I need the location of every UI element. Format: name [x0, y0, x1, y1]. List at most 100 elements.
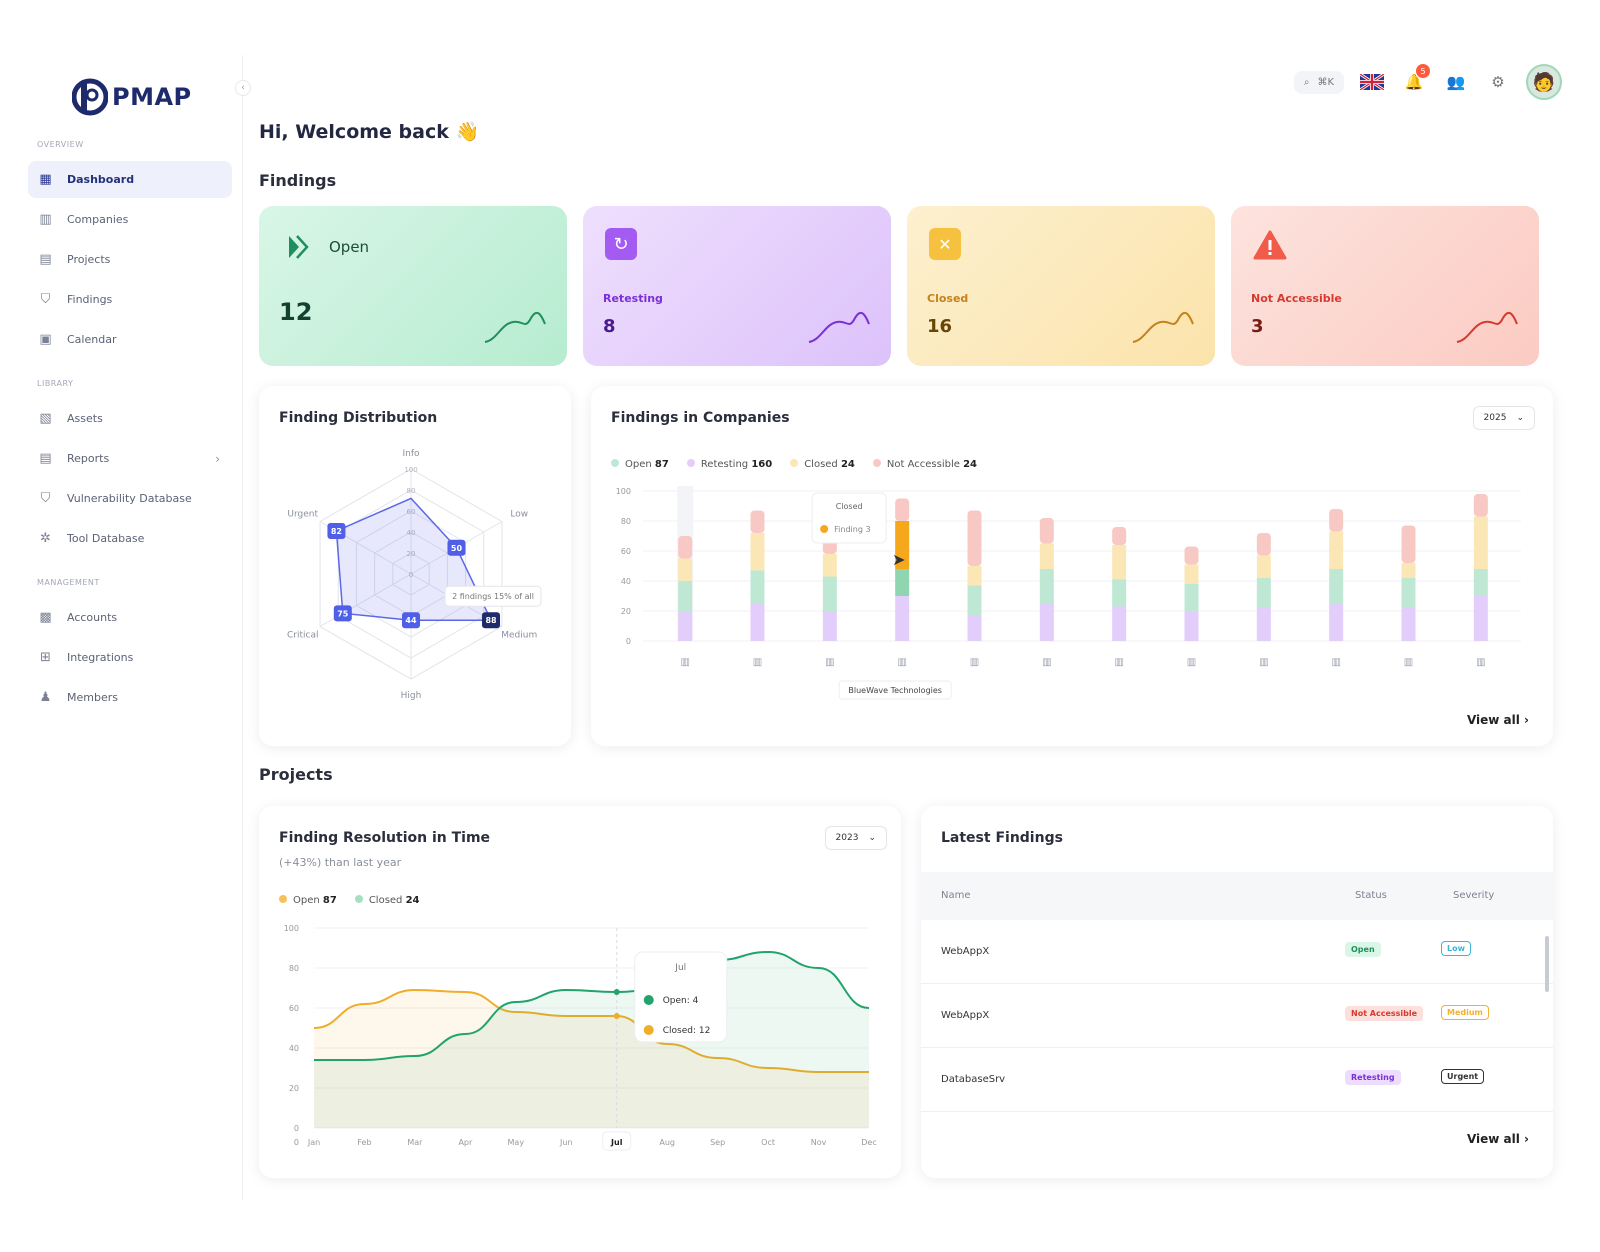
legend-item[interactable]: Closed 24: [354, 895, 420, 906]
finding-name: WebAppX: [941, 1010, 990, 1021]
findings-card-retesting[interactable]: ↻ Retesting 8: [583, 206, 891, 366]
findings-card-closed[interactable]: ✕ Closed 16: [907, 206, 1215, 366]
sidebar-item-label: Companies: [67, 213, 129, 226]
bar-segment: [1256, 608, 1271, 641]
sidebar-item-tool-database[interactable]: ✲ Tool Database: [28, 520, 232, 557]
sparkline-open: [484, 311, 546, 343]
sidebar-item-integrations[interactable]: ⊞ Integrations: [28, 639, 232, 676]
legend-item[interactable]: Not Accessible 24: [872, 459, 977, 470]
legend-dot: [686, 459, 695, 467]
column-status[interactable]: Status: [1355, 890, 1387, 901]
legend-label: Retesting: [700, 459, 752, 470]
bar-segment: [967, 510, 982, 566]
y-tick-label: 100: [284, 924, 299, 933]
logo[interactable]: PMAP: [72, 77, 192, 117]
sidebar-item-accounts[interactable]: ▩ Accounts: [28, 599, 232, 636]
bar-segment: [1473, 569, 1488, 596]
uk-flag-icon: [1360, 74, 1384, 90]
companies-legend: Open 87 Retesting 160 Closed 24 Not Accessi…: [611, 459, 977, 470]
sidebar-item-reports[interactable]: ▤ Reports ›: [28, 440, 232, 477]
year-select[interactable]: 2023 ⌄: [824, 826, 887, 850]
bar-segment: [1039, 518, 1054, 544]
radar-tick-label: 80: [407, 487, 416, 495]
bar-segment: [967, 615, 982, 641]
line-tooltip-open: Open: 4: [663, 996, 699, 1006]
bar-segment: [895, 498, 910, 521]
collapse-sidebar-button[interactable]: ‹: [235, 80, 251, 96]
year-select[interactable]: 2025 ⌄: [1472, 406, 1535, 430]
sidebar-item-label: Calendar: [67, 333, 117, 346]
table-row[interactable]: WebAppX Not Accessible Medium: [921, 984, 1553, 1048]
legend-dot: [790, 459, 799, 467]
company-icon: ▥: [970, 657, 979, 668]
plug-icon: ⊞: [40, 650, 51, 665]
legend-label: Closed: [368, 895, 406, 906]
view-all-findings-link[interactable]: View all ›: [1466, 1132, 1529, 1146]
x-tick-label: Nov: [811, 1138, 827, 1147]
sidebar-item-dashboard[interactable]: ▦ Dashboard: [28, 161, 232, 198]
findings-card-not-accessible[interactable]: Not Accessible 3: [1231, 206, 1539, 366]
contacts-button[interactable]: 👥: [1442, 68, 1470, 96]
company-icon: ▥: [897, 657, 906, 668]
resolution-line-chart: 100 80 60 40 20 0 Jan Feb Mar Apr May Jun Jul Aug Sep O…: [284, 924, 877, 1151]
bar-segment: [822, 611, 837, 641]
radar-point: [402, 612, 420, 629]
bar-segment: [750, 533, 765, 571]
legend-item[interactable]: Retesting 160: [686, 459, 773, 470]
year-select-value: 2025: [1483, 413, 1507, 423]
main-content: ⌕ ⌘K 🔔 5 👥 ⚙ 🧑 Hi, Welcome back 👋 Find: [243, 0, 1600, 1252]
bar-segment: [1473, 596, 1488, 641]
legend-dot: [279, 895, 287, 903]
card-label: Retesting: [603, 292, 663, 305]
radar-axis-label: Medium: [501, 631, 537, 641]
search-icon: ⌕: [1303, 76, 1310, 88]
legend-label: Open: [293, 895, 323, 906]
projects-heading: Projects: [259, 765, 333, 784]
legend-item[interactable]: Open 87: [611, 459, 669, 470]
bar-segment: [1039, 569, 1054, 604]
radar-point-label: 44: [405, 616, 417, 625]
bar-segment: [1401, 608, 1416, 641]
column-name[interactable]: Name: [941, 890, 971, 901]
findings-card-open[interactable]: Open 12: [259, 206, 567, 366]
line-tooltip-title: Jul: [674, 963, 686, 973]
avatar[interactable]: 🧑: [1526, 64, 1562, 100]
sidebar-item-members[interactable]: ♟ Members: [28, 679, 232, 716]
table-row[interactable]: DatabaseSrv Retesting Urgent: [921, 1048, 1553, 1112]
scrollbar[interactable]: [1545, 936, 1549, 992]
bar-segment: [1256, 578, 1271, 608]
x-tick-label: Jul: [610, 1138, 623, 1147]
view-all-companies-link[interactable]: View all ›: [1466, 713, 1529, 727]
table-row[interactable]: WebAppX Open Low: [921, 920, 1553, 984]
notifications-button[interactable]: 🔔 5: [1400, 64, 1430, 96]
cursor-icon: ➤: [892, 550, 905, 569]
panel-title: Finding Distribution: [279, 410, 438, 426]
settings-button[interactable]: ⚙: [1484, 68, 1512, 96]
language-flag-button[interactable]: [1358, 68, 1386, 96]
sidebar-item-companies[interactable]: ▥ Companies: [28, 201, 232, 238]
x-tick-label: Aug: [659, 1138, 675, 1147]
legend-item[interactable]: Open 87: [279, 895, 337, 906]
radar-tick-label: 40: [407, 529, 416, 537]
building-icon: ▥: [39, 212, 52, 227]
sidebar-item-projects[interactable]: ▤ Projects: [28, 241, 232, 278]
legend-value: 160: [751, 459, 773, 470]
legend-item[interactable]: Closed 24: [790, 459, 855, 470]
latest-findings-panel: Latest Findings Name Status Severity Web…: [921, 806, 1553, 1178]
bar-segment: [1039, 543, 1054, 569]
legend-value: 87: [654, 459, 669, 470]
sidebar-item-calendar[interactable]: ▣ Calendar: [28, 321, 232, 358]
section-management: MANAGEMENT: [37, 578, 100, 587]
sidebar-item-findings[interactable]: ⛉ Findings: [28, 281, 232, 318]
radar-chart: Info Low Medium High Critical Urgent 100 80 60 40…: [287, 449, 542, 701]
sidebar-item-vulnerability-database[interactable]: ⛉ Vulnerability Database: [28, 480, 232, 517]
search-button[interactable]: ⌕ ⌘K: [1293, 70, 1344, 94]
bar-segment: [967, 566, 982, 586]
shield-icon: ⛉: [40, 491, 51, 506]
bar-segment: [1112, 527, 1127, 545]
sidebar-item-assets[interactable]: ▧ Assets: [28, 400, 232, 437]
column-severity[interactable]: Severity: [1453, 890, 1495, 901]
year-select-value: 2023: [835, 833, 859, 843]
assets-icon: ▧: [39, 411, 52, 426]
legend-value: 87: [322, 895, 337, 906]
